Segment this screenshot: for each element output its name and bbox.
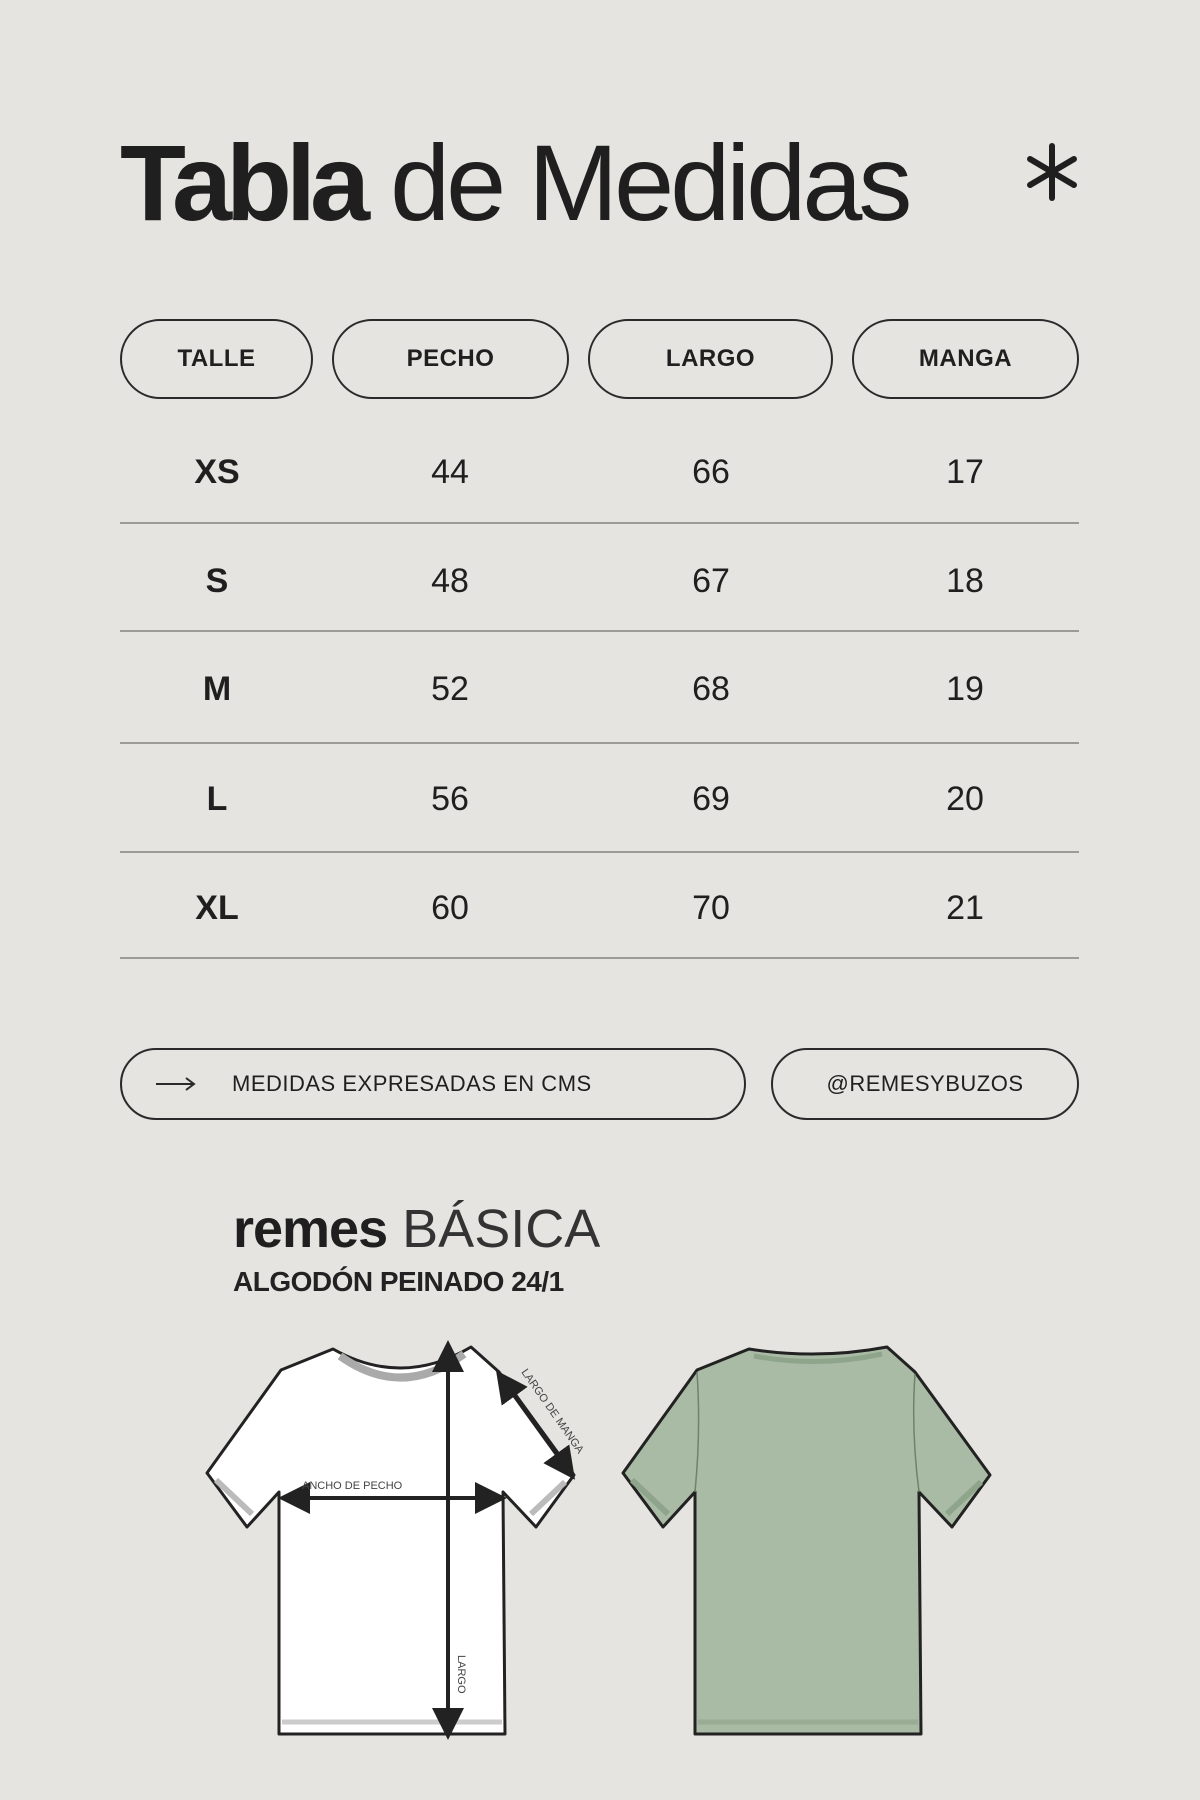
tshirt-back xyxy=(621,1345,992,1736)
cell-pecho: 52 xyxy=(431,670,469,708)
column-header-largo: LARGO xyxy=(588,319,833,399)
chest-label: ANCHO DE PECHO xyxy=(302,1480,403,1492)
column-header-manga: MANGA xyxy=(852,319,1079,399)
cell-talle: M xyxy=(202,670,232,708)
cell-largo: 66 xyxy=(692,453,730,491)
units-note: MEDIDAS EXPRESADAS EN CMS xyxy=(120,1048,746,1120)
brand-name: remes xyxy=(233,1199,388,1259)
cell-largo: 69 xyxy=(692,780,730,818)
cell-manga: 21 xyxy=(946,889,984,927)
row-divider xyxy=(120,630,1079,632)
cell-pecho: 48 xyxy=(431,562,469,600)
row-divider xyxy=(120,742,1079,744)
cell-manga: 20 xyxy=(946,780,984,818)
cell-pecho: 44 xyxy=(431,453,469,491)
cell-talle: XS xyxy=(194,453,240,491)
column-header-pecho: PECHO xyxy=(332,319,569,399)
units-note-text: MEDIDAS EXPRESADAS EN CMS xyxy=(232,1071,592,1096)
row-divider xyxy=(120,957,1079,959)
cell-talle: XL xyxy=(195,889,239,927)
arrow-right-icon xyxy=(156,1077,196,1091)
asterisk-icon xyxy=(1027,143,1077,201)
row-divider xyxy=(120,851,1079,853)
page-title: Tabla de Medidas xyxy=(120,118,912,248)
cell-pecho: 56 xyxy=(431,780,469,818)
length-label: LARGO xyxy=(455,1655,467,1694)
cell-talle: S xyxy=(205,562,229,600)
sleeve-arrow xyxy=(495,1370,576,1480)
cell-manga: 19 xyxy=(946,670,984,708)
cell-largo: 67 xyxy=(692,562,730,600)
cell-talle: L xyxy=(206,780,228,818)
cell-manga: 18 xyxy=(946,562,984,600)
cell-manga: 17 xyxy=(946,453,984,491)
product-name: remes BÁSICA xyxy=(233,1198,600,1260)
fabric-spec: ALGODÓN PEINADO 24/1 xyxy=(233,1266,564,1297)
social-handle[interactable]: @REMESYBUZOS xyxy=(771,1048,1079,1120)
tshirt-diagram: ANCHO DE PECHO LARGO DE MANGA LARGO xyxy=(205,1340,992,1740)
model-name: BÁSICA xyxy=(402,1199,601,1259)
row-divider xyxy=(120,522,1079,524)
cell-largo: 70 xyxy=(692,889,730,927)
tshirt-front: ANCHO DE PECHO LARGO DE MANGA LARGO xyxy=(205,1340,586,1740)
cell-largo: 68 xyxy=(692,670,730,708)
cell-pecho: 60 xyxy=(431,889,469,927)
title-bold: Tabla xyxy=(120,122,370,243)
title-rest: de Medidas xyxy=(390,122,912,243)
column-header-talle: TALLE xyxy=(120,319,313,399)
